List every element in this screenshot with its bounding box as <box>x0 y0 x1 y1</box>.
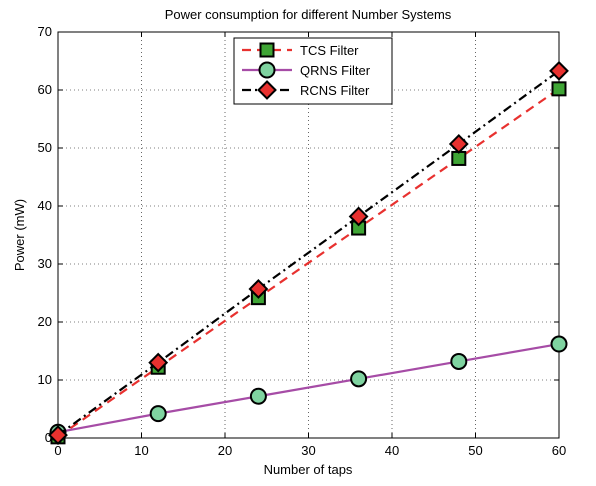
legend: TCS Filter QRNS Filter RCNS Filter <box>233 37 393 105</box>
data-point <box>450 352 468 370</box>
data-point <box>248 279 269 299</box>
series-layer <box>48 60 569 446</box>
legend-label: TCS Filter <box>300 43 359 58</box>
series-line <box>57 342 560 434</box>
x-tick-label: 30 <box>301 443 315 458</box>
data-point <box>549 60 569 81</box>
legend-label: QRNS Filter <box>300 63 371 78</box>
y-tick-label: 70 <box>38 24 52 39</box>
y-axis-label: Power (mW) <box>12 199 27 271</box>
series-line <box>57 69 560 436</box>
data-point <box>249 387 267 405</box>
series-1 <box>49 335 568 441</box>
data-point <box>149 405 167 423</box>
data-point <box>551 81 567 97</box>
data-point <box>550 335 568 353</box>
data-point <box>48 425 68 446</box>
legend-marker <box>257 80 277 100</box>
data-point <box>350 370 368 388</box>
data-point <box>148 352 169 373</box>
y-tick-label: 30 <box>38 256 52 271</box>
legend-marker <box>258 61 276 79</box>
series-line <box>57 87 560 438</box>
x-tick-label: 60 <box>552 443 566 458</box>
chart-title: Power consumption for different Number S… <box>165 7 452 22</box>
y-tick-label: 40 <box>38 198 52 213</box>
y-tick-label: 10 <box>38 372 52 387</box>
legend-marker <box>259 42 275 58</box>
x-axis-label: Number of taps <box>264 462 353 477</box>
y-tick-label: 60 <box>38 82 52 97</box>
data-point <box>448 134 469 154</box>
series-2 <box>48 60 569 446</box>
x-tick-label: 20 <box>218 443 232 458</box>
data-point <box>451 150 467 166</box>
x-tick-label: 40 <box>385 443 399 458</box>
ticks: 0 10 20 30 40 50 60 0 10 20 30 40 50 60 70 <box>38 24 567 458</box>
y-tick-label: 0 <box>45 430 52 445</box>
y-tick-label: 50 <box>38 140 52 155</box>
x-tick-label: 50 <box>468 443 482 458</box>
x-tick-label: 10 <box>134 443 148 458</box>
x-tick-label: 0 <box>54 443 61 458</box>
legend-label: RCNS Filter <box>300 83 370 98</box>
data-point <box>348 206 369 227</box>
y-tick-label: 20 <box>38 314 52 329</box>
